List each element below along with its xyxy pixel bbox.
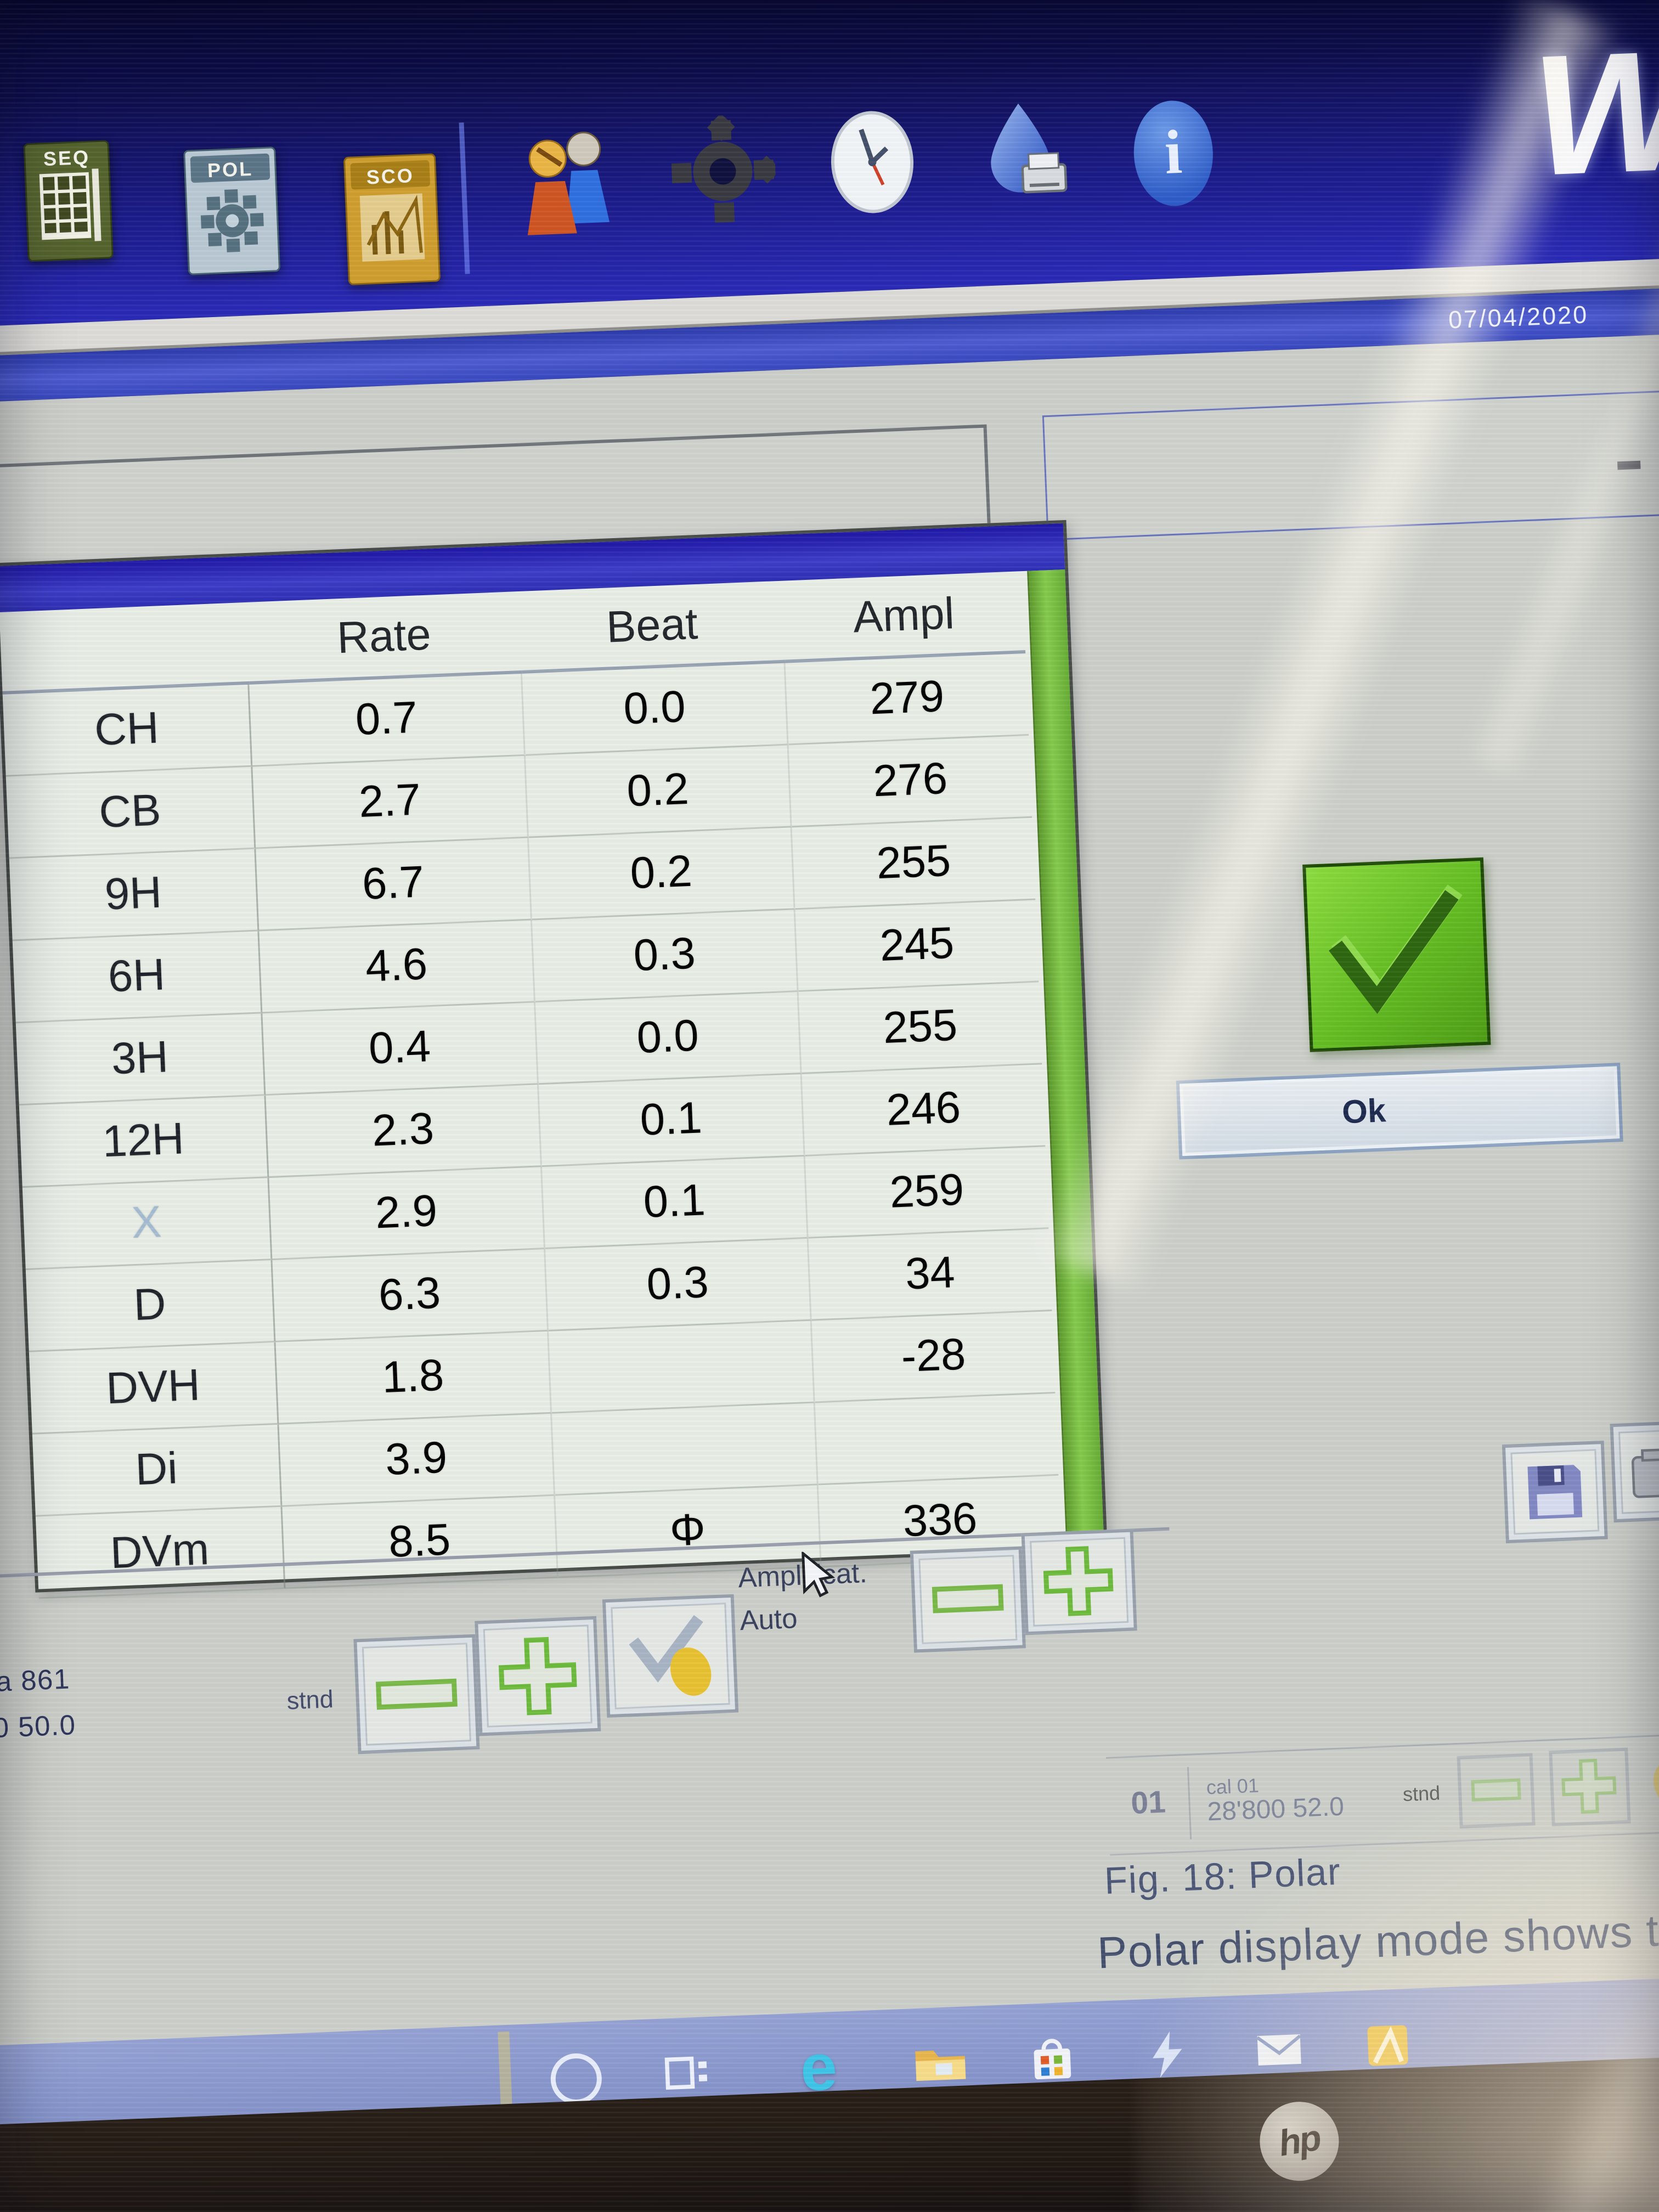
rate-plus-button[interactable]	[475, 1616, 601, 1736]
rate-minus-button[interactable]	[353, 1634, 480, 1754]
beat-value: 0.1	[542, 1156, 809, 1249]
seq-button[interactable]: SEQ	[23, 140, 114, 262]
beat-value: 0.1	[539, 1074, 805, 1167]
taskbar-task-view-button[interactable]	[653, 2039, 721, 2108]
ampl-value: 279	[785, 653, 1029, 746]
row-label-mean: X	[22, 1178, 273, 1271]
sequence-grid-icon	[39, 168, 101, 241]
settings-button[interactable]	[668, 113, 781, 241]
row-label: 6H	[12, 931, 263, 1024]
rate-value: 3.9	[279, 1413, 556, 1507]
users-button[interactable]	[517, 123, 620, 250]
save-button[interactable]	[1502, 1440, 1608, 1544]
rate-value: 2.9	[269, 1167, 546, 1260]
taskbar-store-button[interactable]	[1018, 2025, 1087, 2094]
ampl-value: 276	[788, 735, 1032, 828]
store-icon	[1034, 2039, 1071, 2080]
row-label: DVH	[29, 1342, 279, 1435]
rate-value: 6.7	[256, 838, 532, 932]
row-label: Di	[32, 1424, 283, 1517]
camera-icon	[1631, 1448, 1659, 1498]
plus-icon	[498, 1637, 577, 1716]
clock-icon	[831, 111, 914, 213]
save-floppy-icon	[1527, 1465, 1583, 1520]
gear-icon	[671, 113, 781, 223]
movement-rate: ,600 50.0	[0, 1709, 77, 1746]
beat-value: 0.0	[522, 663, 789, 756]
app-toolbar: SEQ POL	[0, 0, 1659, 329]
watch-check-button[interactable]	[602, 1594, 739, 1718]
sco-button[interactable]: SCO	[343, 153, 441, 285]
mouse-cursor	[802, 1550, 836, 1598]
beat-value: 0.2	[525, 745, 792, 838]
seq-label: SEQ	[43, 145, 91, 171]
results-window: Rate Beat Ampl CH 0.7 0.0 279 CB 2.7 0.2…	[0, 520, 1108, 1599]
row-label: D	[25, 1260, 276, 1352]
ampl-value: 255	[792, 817, 1036, 910]
results-table: Rate Beat Ampl CH 0.7 0.0 279 CB 2.7 0.2…	[0, 569, 1104, 1599]
beat-value	[549, 1321, 815, 1414]
print-button[interactable]	[977, 98, 1077, 225]
beat-value: 0.2	[528, 827, 795, 921]
users-icon	[527, 132, 610, 235]
info-button[interactable]: i	[1132, 99, 1215, 208]
row-label: CH	[2, 684, 253, 777]
desk-glow	[1136, 1778, 1659, 2212]
rate-value: 2.7	[252, 755, 529, 849]
col-header-ampl: Ampl	[782, 571, 1026, 663]
minus-icon	[375, 1678, 458, 1710]
ampl-value: -28	[811, 1311, 1056, 1403]
ampl-minus-button[interactable]	[910, 1546, 1026, 1653]
minus-icon	[932, 1584, 1004, 1613]
scope-chart-icon	[359, 193, 425, 262]
rate-value: 8.5	[282, 1496, 559, 1589]
camera-button[interactable]	[1610, 1419, 1659, 1523]
beat-value: 0.3	[532, 910, 799, 1003]
beat-value	[552, 1403, 819, 1496]
beat-value: 0.3	[545, 1238, 812, 1331]
accept-check-button[interactable]	[1302, 857, 1491, 1052]
ampl-value: 245	[795, 900, 1039, 992]
rate-value: 0.4	[262, 1002, 539, 1096]
row-label: 9H	[9, 849, 259, 941]
row-label: 12H	[19, 1096, 269, 1188]
cortana-circle-icon	[549, 2051, 602, 2105]
ampl-value: 259	[805, 1147, 1049, 1239]
rate-value: 4.6	[259, 920, 535, 1014]
ampl-value: 246	[802, 1064, 1046, 1156]
col-header-rate: Rate	[246, 591, 522, 685]
time-button[interactable]	[826, 108, 919, 231]
rate-value: 6.3	[272, 1249, 549, 1342]
file-explorer-icon	[915, 2050, 966, 2081]
movement-name: ega 861	[0, 1663, 71, 1700]
pol-button[interactable]: POL	[183, 146, 281, 275]
beat-value: 0.0	[535, 992, 802, 1085]
amplification-mode: Auto	[739, 1604, 798, 1638]
row-label: DVm	[35, 1506, 286, 1599]
watch-check-icon	[629, 1615, 712, 1696]
ampl-value	[815, 1393, 1059, 1486]
ampl-plus-button[interactable]	[1021, 1528, 1137, 1635]
sco-label: SCO	[350, 160, 431, 190]
plus-icon	[1043, 1546, 1114, 1616]
ampl-value: 34	[808, 1229, 1052, 1321]
row-label: CB	[5, 766, 256, 859]
rate-value: 2.3	[266, 1085, 543, 1178]
col-header-beat: Beat	[518, 580, 786, 674]
taskbar-explorer-button[interactable]	[906, 2029, 975, 2098]
row-label: 3H	[15, 1013, 266, 1106]
ampl-value: 255	[798, 982, 1042, 1074]
print-drop-icon	[991, 103, 1068, 194]
pol-label: POL	[190, 153, 270, 183]
check-icon	[1329, 884, 1463, 1014]
info-icon: i	[1163, 118, 1184, 189]
header-spacer	[0, 602, 250, 695]
toolbar-separator	[459, 122, 470, 274]
polar-gear-icon	[200, 189, 264, 252]
rate-value: 0.7	[249, 673, 526, 767]
rate-value: 1.8	[275, 1331, 552, 1425]
mode-stnd-label: stnd	[286, 1686, 334, 1716]
task-view-icon	[664, 2056, 708, 2090]
